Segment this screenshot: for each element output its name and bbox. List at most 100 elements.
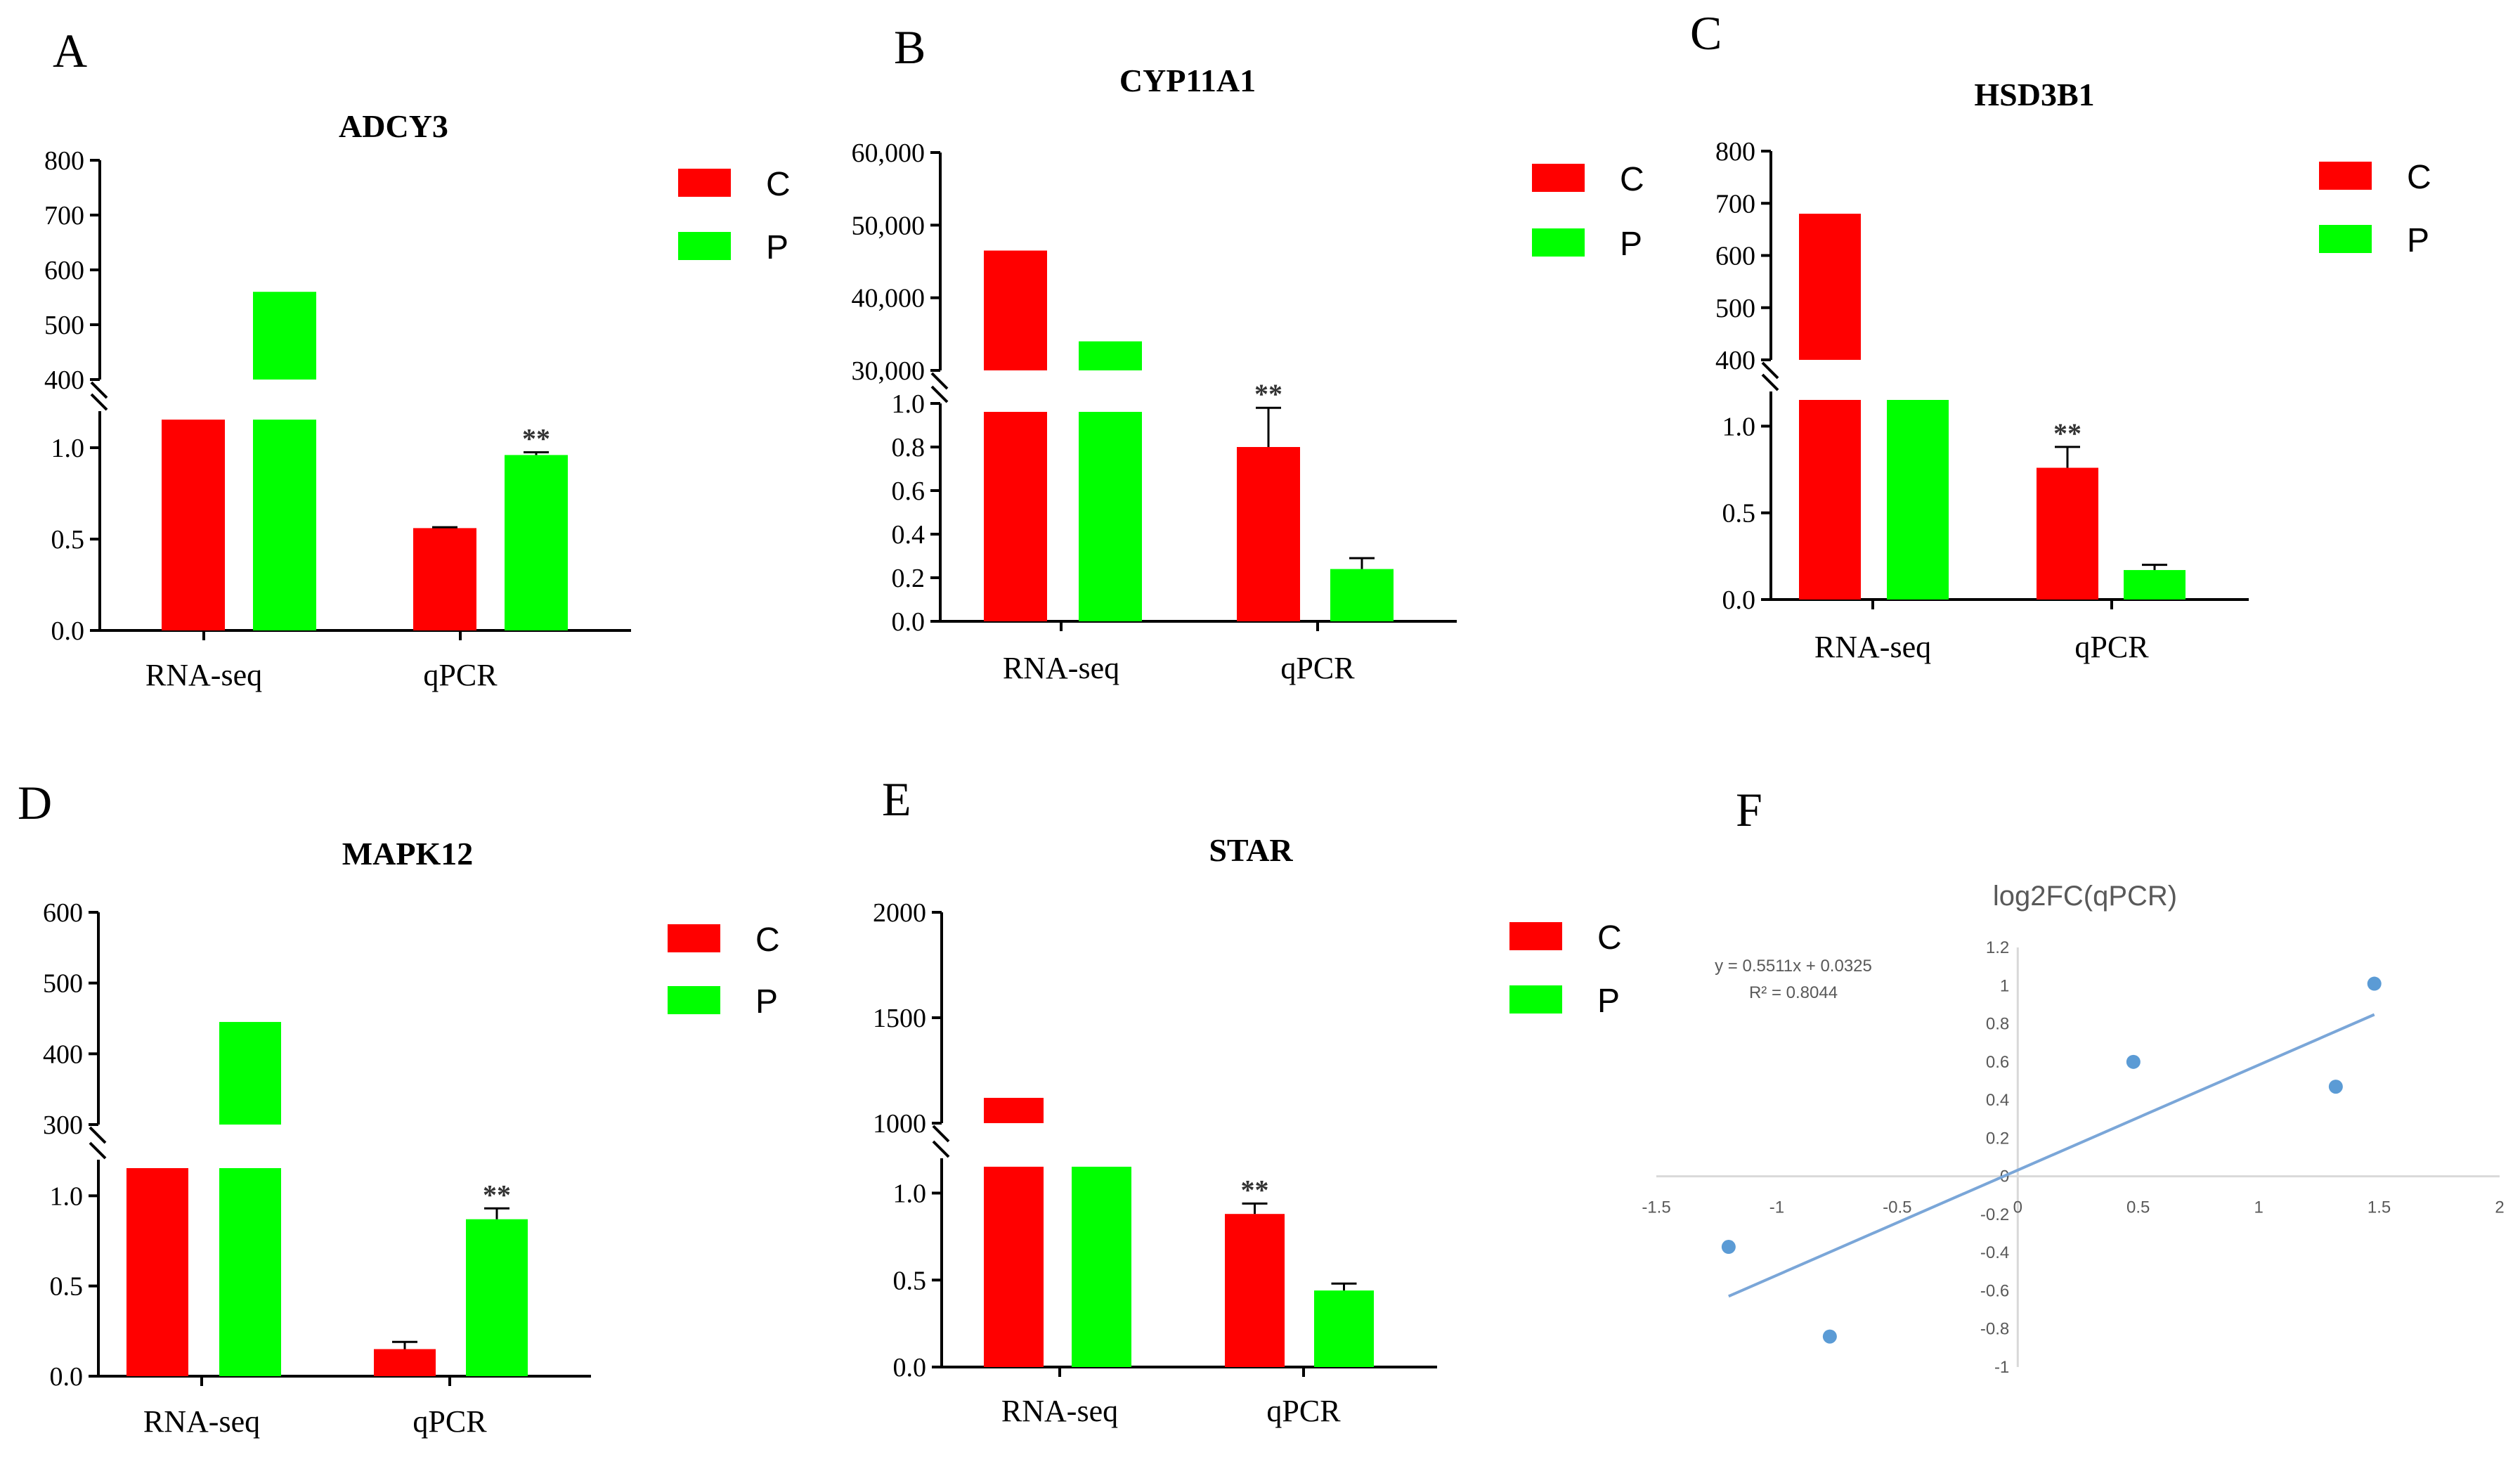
y-tick-label: 0.0 bbox=[51, 616, 85, 646]
bar-P-rnaseq-upper bbox=[1079, 341, 1142, 370]
y-tick-label: 0.4 bbox=[1986, 1091, 2009, 1110]
y-tick-label: 300 bbox=[43, 1110, 83, 1140]
y-tick-label: 600 bbox=[1715, 242, 1755, 271]
bar-P-rnaseq-lower bbox=[1079, 412, 1142, 621]
legend-swatch-P bbox=[1509, 985, 1562, 1014]
axis-break-mark bbox=[1761, 373, 1779, 391]
y-tick-label: 800 bbox=[1715, 137, 1755, 167]
bar-C-rnaseq-lower bbox=[984, 412, 1047, 621]
y-tick-label: 0.0 bbox=[1722, 585, 1756, 615]
bar-C-qpcr bbox=[2037, 467, 2098, 600]
bar-C-qpcr bbox=[413, 528, 476, 630]
y-tick-label: 500 bbox=[44, 311, 84, 340]
bar-P-rnaseq-upper bbox=[253, 292, 316, 380]
y-tick-label: 700 bbox=[1715, 189, 1755, 219]
y-tick-label: 400 bbox=[1715, 346, 1755, 375]
bar-P-rnaseq bbox=[1072, 1167, 1131, 1367]
bar-C-rnaseq-upper bbox=[984, 1098, 1044, 1123]
y-tick-label: 700 bbox=[44, 201, 84, 231]
legend-label-C: C bbox=[1597, 919, 1622, 957]
x-tick-label: RNA-seq bbox=[1003, 651, 1119, 685]
x-tick-label: 0.5 bbox=[2126, 1198, 2150, 1217]
significance-label: ** bbox=[1254, 378, 1282, 410]
y-tick-label: 0.0 bbox=[50, 1362, 84, 1392]
legend-swatch-C bbox=[668, 924, 720, 952]
bar-P-qpcr bbox=[466, 1219, 528, 1376]
y-tick-label: 0.0 bbox=[893, 1353, 927, 1382]
x-tick-label: qPCR bbox=[1266, 1394, 1341, 1428]
panel-e: E STAR 1000 1500 2000 0.0 0.5 1.0 RNA-seq qPCR ** C… bbox=[873, 772, 1622, 1428]
axis-break-mark bbox=[930, 385, 949, 403]
y-tick-label: -0.4 bbox=[1980, 1243, 2009, 1262]
panel-letter: F bbox=[1736, 783, 1762, 836]
r-squared: R² = 0.8044 bbox=[1749, 983, 1838, 1002]
legend-label-P: P bbox=[1597, 983, 1620, 1020]
y-tick-label: 0.2 bbox=[1986, 1129, 2009, 1148]
y-tick-label: 600 bbox=[43, 898, 83, 928]
y-tick-label: 1.0 bbox=[1722, 412, 1756, 441]
legend-label-C: C bbox=[2407, 159, 2431, 196]
bar-P-rnaseq bbox=[1887, 400, 1949, 600]
trendline bbox=[1728, 1013, 2375, 1298]
y-tick-label: 50,000 bbox=[852, 211, 925, 240]
scatter-point bbox=[1721, 1240, 1736, 1255]
bar-P-rnaseq-upper bbox=[219, 1022, 281, 1125]
y-tick-label: 1.0 bbox=[51, 434, 85, 463]
axis-break-mark bbox=[932, 1140, 950, 1158]
y-tick-label: 1000 bbox=[873, 1109, 926, 1139]
x-tick-label: 2 bbox=[2495, 1198, 2504, 1217]
y-tick-label: -0.6 bbox=[1980, 1281, 2009, 1300]
y-tick-label: 400 bbox=[43, 1040, 83, 1069]
y-tick-label: 1 bbox=[2000, 976, 2009, 995]
bar-P-qpcr bbox=[1314, 1290, 1374, 1367]
significance-label: ** bbox=[2053, 417, 2081, 449]
chart-title: STAR bbox=[1209, 832, 1293, 868]
y-tick-label: 1.0 bbox=[50, 1181, 84, 1211]
bar-C-rnaseq-upper bbox=[984, 250, 1047, 370]
chart-title: MAPK12 bbox=[342, 836, 474, 872]
bar-C-qpcr bbox=[374, 1349, 436, 1376]
y-tick-label: 2000 bbox=[873, 898, 926, 928]
y-tick-label: 0.5 bbox=[51, 525, 85, 555]
significance-label: ** bbox=[483, 1179, 511, 1210]
legend-label-P: P bbox=[755, 983, 778, 1021]
x-tick-label: 1.5 bbox=[2368, 1198, 2391, 1217]
legend-swatch-C bbox=[678, 169, 731, 197]
y-tick-label: 1.0 bbox=[893, 1179, 927, 1209]
x-tick-label: qPCR bbox=[413, 1404, 487, 1439]
legend-label-C: C bbox=[766, 166, 791, 203]
panel-letter: E bbox=[882, 772, 911, 826]
y-tick-label: 0.6 bbox=[892, 477, 925, 506]
panel-a: A ADCY3 400 500 600 700 800 0.0 0.5 1.0 RNA-seq qPC… bbox=[44, 24, 791, 692]
scatter-point bbox=[2367, 976, 2382, 991]
panel-letter: D bbox=[18, 776, 52, 829]
bar-C-qpcr bbox=[1237, 447, 1300, 621]
legend-swatch-C bbox=[1509, 922, 1562, 950]
legend-swatch-P bbox=[678, 232, 731, 260]
bar-P-qpcr bbox=[1330, 569, 1394, 621]
y-tick-label: 0.0 bbox=[892, 607, 925, 637]
x-tick-label: 1 bbox=[2254, 1198, 2263, 1217]
x-tick-label: -0.5 bbox=[1883, 1198, 1911, 1217]
regression-equation: y = 0.5511x + 0.0325 bbox=[1715, 957, 1872, 976]
x-tick-label: RNA-seq bbox=[1814, 630, 1931, 664]
y-tick-label: -0.2 bbox=[1980, 1205, 2009, 1224]
x-tick-label: qPCR bbox=[423, 658, 498, 692]
y-tick-label: 500 bbox=[1715, 294, 1755, 323]
y-tick-label: 500 bbox=[43, 969, 83, 999]
chart-title: ADCY3 bbox=[339, 108, 448, 144]
bar-P-rnaseq-lower bbox=[253, 420, 316, 630]
y-tick-label: 1500 bbox=[873, 1004, 926, 1033]
x-tick-label: 0 bbox=[2013, 1198, 2022, 1217]
chart-title: log2FC(qPCR) bbox=[1993, 881, 2177, 912]
bar-C-rnaseq bbox=[162, 420, 225, 630]
y-tick-label: 60,000 bbox=[852, 138, 925, 168]
significance-label: ** bbox=[1241, 1174, 1269, 1205]
y-tick-label: 0.8 bbox=[1986, 1015, 2009, 1034]
y-tick-label: 1.2 bbox=[1986, 938, 2009, 957]
y-tick-label: 400 bbox=[44, 365, 84, 395]
panel-d: D MAPK12 300 400 500 600 0.0 0.5 1.0 RNA-seq qPCR *… bbox=[18, 776, 780, 1439]
bar-C-qpcr bbox=[1225, 1214, 1285, 1367]
y-tick-label: 40,000 bbox=[852, 284, 925, 313]
